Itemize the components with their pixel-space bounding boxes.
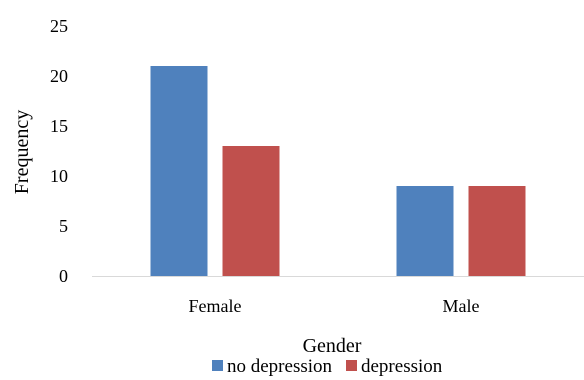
- y-axis-title: Frequency: [11, 110, 33, 194]
- y-tick-label: 10: [50, 166, 68, 186]
- legend-label: no depression: [227, 356, 333, 377]
- legend-swatch-no-depression: [212, 360, 223, 371]
- x-tick-label: Male: [443, 296, 480, 316]
- y-axis-ticks: 0 5 10 15 20 25: [50, 16, 68, 286]
- legend-swatch-depression: [346, 360, 357, 371]
- bar-no-depression-male: [396, 186, 454, 276]
- y-tick-label: 20: [50, 66, 68, 86]
- y-tick-label: 0: [59, 266, 68, 286]
- bar-no-depression-female: [150, 66, 208, 276]
- bar-depression-male: [468, 186, 526, 276]
- bars-group: [150, 66, 526, 276]
- legend: no depression depression: [212, 356, 443, 377]
- legend-label: depression: [361, 356, 443, 377]
- y-tick-label: 5: [59, 216, 68, 236]
- x-axis-ticks: Female Male: [189, 296, 480, 316]
- x-tick-label: Female: [189, 296, 242, 316]
- y-tick-label: 25: [50, 16, 68, 36]
- bar-depression-female: [222, 146, 280, 276]
- x-axis-title: Gender: [303, 335, 362, 357]
- y-tick-label: 15: [50, 116, 68, 136]
